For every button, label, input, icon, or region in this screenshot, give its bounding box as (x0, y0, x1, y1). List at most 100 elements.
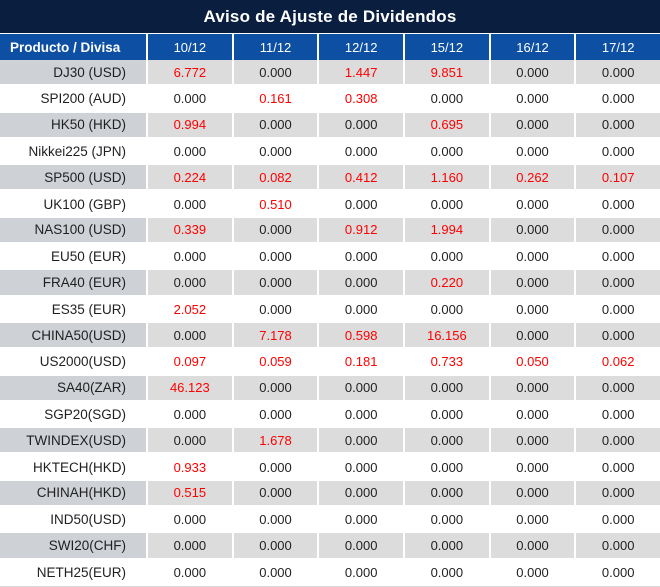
table-row: TWINDEX(USD) 0.000 1.678 0.000 0.000 0.000 0.0… (0, 428, 660, 455)
value-cell: 0.000 (601, 249, 635, 265)
value-cell: 0.000 (576, 428, 660, 454)
value-cell: 1.160 (405, 165, 491, 191)
column-header-product: Producto / Divisa (0, 34, 148, 60)
value-cell: 0.050 (491, 349, 577, 375)
value-cell: 0.000 (490, 322, 577, 349)
value-cell: 0.000 (490, 112, 577, 138)
value-cell: 0.000 (601, 564, 635, 580)
product-cell: UK100 (GBP) (0, 191, 148, 217)
value-cell: 0.000 (491, 454, 577, 480)
value-cell: 0.000 (601, 512, 635, 528)
table-row: HKTECH(HKD) 0.933 0.000 0.000 0.000 0.000 0.00… (0, 454, 660, 481)
value-cell: 0.000 (405, 507, 491, 533)
product-cell: FRA40 (EUR) (0, 270, 148, 296)
value-cell: 0.000 (234, 138, 320, 165)
value-cell: 0.000 (405, 559, 491, 585)
value-cell: 0.412 (319, 165, 406, 191)
value-cell: 0.224 (148, 165, 234, 191)
value-cell: 0.000 (148, 244, 234, 270)
value-cell: 0.912 (319, 217, 406, 244)
value-cell: 0.000 (319, 270, 406, 296)
product-cell: NAS100 (USD) (0, 217, 148, 244)
product-cell: US2000(USD) (0, 349, 148, 375)
value-cell: 0.107 (576, 165, 660, 191)
value-cell: 0.181 (319, 349, 406, 375)
value-cell: 0.000 (148, 138, 234, 165)
product-cell: TWINDEX(USD) (0, 428, 148, 454)
value-cell: 0.000 (319, 507, 406, 533)
value-cell: 0.000 (576, 480, 660, 507)
value-cell: 2.052 (148, 296, 234, 322)
value-cell: 0.000 (148, 533, 234, 559)
value-cell: 0.062 (601, 354, 635, 370)
value-cell: 16.156 (405, 322, 491, 349)
table-row: SWI20(CHF) 0.000 0.000 0.000 0.000 0.000 0.000 (0, 533, 660, 560)
value-cell: 0.000 (233, 217, 320, 244)
value-cell: 0.000 (234, 296, 320, 322)
value-cell: 0.220 (405, 270, 491, 296)
product-cell: EU50 (EUR) (0, 244, 148, 270)
value-cell: 0.000 (491, 296, 577, 322)
column-header-date: 10/12 (148, 34, 234, 60)
value-cell: 0.000 (319, 454, 406, 480)
table-row: SGP20(SGD) 0.000 0.000 0.000 0.000 0.000 0.000 (0, 401, 660, 429)
value-cell: 0.000 (233, 270, 320, 296)
value-cell: 0.000 (319, 112, 406, 138)
table-row: Nikkei225 (JPN) 0.000 0.000 0.000 0.000 0.000… (0, 138, 660, 166)
value-cell: 0.000 (234, 244, 320, 270)
table-row: NETH25(EUR) 0.000 0.000 0.000 0.000 0.000 0.00… (0, 559, 660, 586)
value-cell: 0.000 (233, 533, 320, 559)
value-cell: 0.994 (148, 112, 234, 138)
value-cell: 7.178 (233, 322, 320, 349)
product-cell: NETH25(EUR) (0, 559, 148, 585)
value-cell: 0.000 (319, 191, 406, 217)
value-cell: 0.000 (490, 217, 577, 244)
value-cell: 0.000 (490, 533, 577, 559)
value-cell: 0.000 (576, 533, 660, 559)
value-cell: 0.097 (148, 349, 234, 375)
value-cell: 0.000 (405, 480, 491, 507)
value-cell: 0.308 (319, 86, 406, 112)
value-cell: 0.000 (148, 191, 234, 217)
value-cell: 0.000 (405, 454, 491, 480)
value-cell: 0.000 (601, 407, 635, 422)
value-cell: 0.000 (233, 60, 320, 86)
value-cell: 1.678 (233, 428, 320, 454)
value-cell: 0.598 (319, 322, 406, 349)
table-row: US2000(USD) 0.097 0.059 0.181 0.733 0.050 0.06… (0, 349, 660, 376)
product-cell: IND50(USD) (0, 507, 148, 533)
value-cell: 0.000 (319, 375, 406, 401)
value-cell: 0.000 (148, 428, 234, 454)
value-cell: 0.082 (233, 165, 320, 191)
value-cell: 0.000 (491, 559, 577, 585)
value-cell: 0.000 (490, 270, 577, 296)
table-row: IND50(USD) 0.000 0.000 0.000 0.000 0.000 0.000 (0, 507, 660, 534)
value-cell: 0.000 (490, 428, 577, 454)
value-cell: 0.000 (576, 270, 660, 296)
value-cell: 0.000 (233, 480, 320, 507)
value-cell: 0.339 (148, 217, 234, 244)
value-cell: 0.000 (490, 60, 577, 86)
value-cell: 0.000 (491, 138, 577, 165)
value-cell: 1.994 (405, 217, 491, 244)
product-cell: ES35 (EUR) (0, 296, 148, 322)
dividend-table: Producto / Divisa 10/12 11/12 12/12 15/12 16… (0, 34, 660, 587)
table-row: SP500 (USD) 0.224 0.082 0.412 1.160 0.262 0.10… (0, 165, 660, 192)
product-cell: SGP20(SGD) (0, 401, 148, 428)
column-header-date: 16/12 (491, 34, 577, 60)
value-cell: 0.000 (405, 191, 491, 217)
value-cell: 0.000 (405, 401, 491, 428)
value-cell: 0.695 (405, 112, 491, 138)
table-row: FRA40 (EUR) 0.000 0.000 0.000 0.220 0.000 0.00… (0, 270, 660, 297)
product-cell: SA40(ZAR) (0, 375, 148, 401)
value-cell: 0.000 (490, 480, 577, 507)
table-row: UK100 (GBP) 0.000 0.510 0.000 0.000 0.000 0.00… (0, 191, 660, 218)
value-cell: 0.000 (576, 60, 660, 86)
value-cell: 0.000 (405, 533, 491, 559)
table-row: NAS100 (USD) 0.339 0.000 0.912 1.994 0.000 0.0… (0, 217, 660, 245)
value-cell: 0.000 (319, 559, 406, 585)
table-row: CHINA50(USD) 0.000 7.178 0.598 16.156 0.000 0.… (0, 322, 660, 350)
value-cell: 6.772 (148, 60, 234, 86)
value-cell: 0.000 (234, 507, 320, 533)
